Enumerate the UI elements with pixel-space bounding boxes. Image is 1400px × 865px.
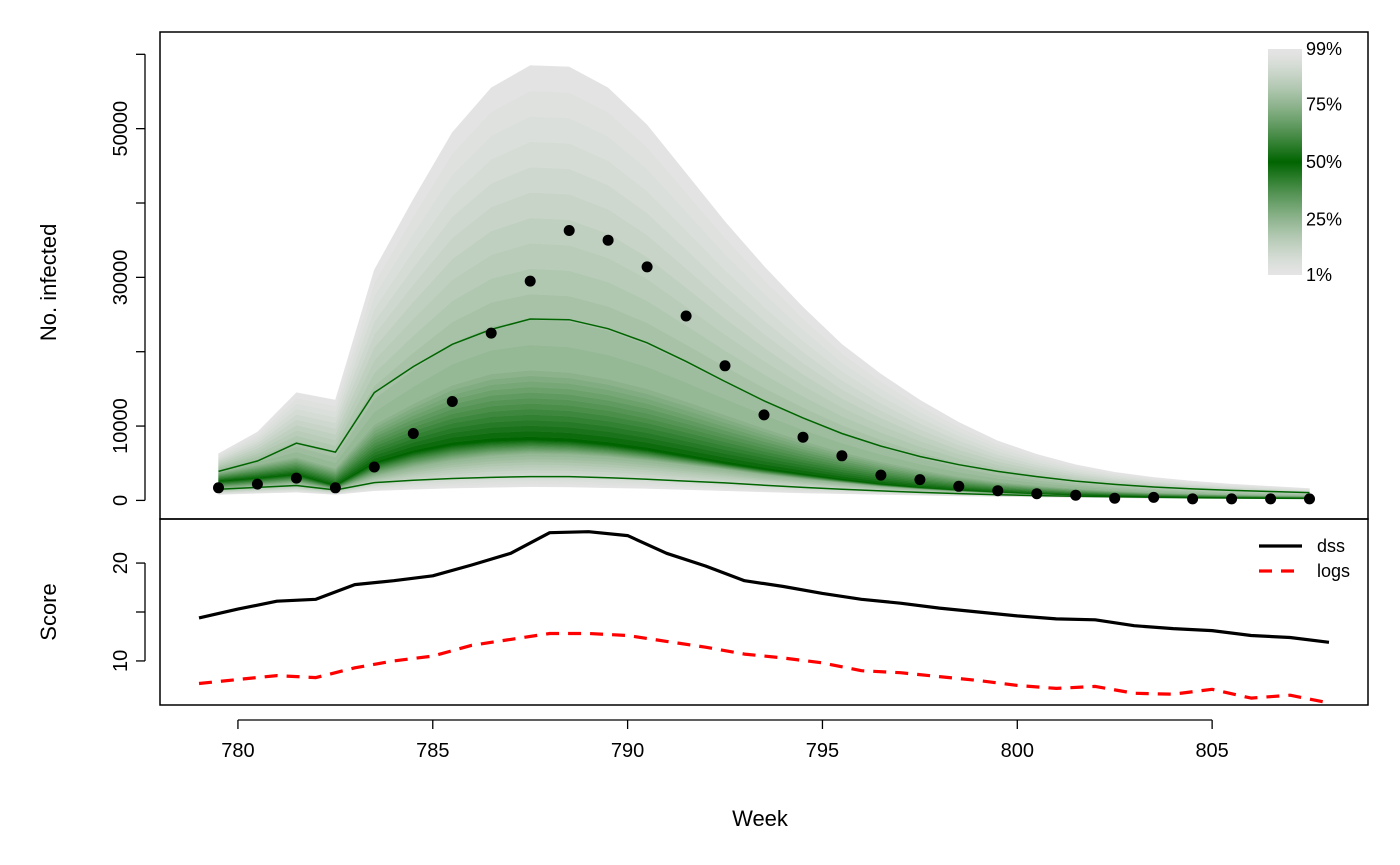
observed-point (329, 482, 341, 494)
x-tick-label: 805 (1195, 740, 1228, 762)
x-tick-label: 800 (1001, 740, 1034, 762)
observed-point (953, 480, 965, 492)
top-panel: 99% 75% 50% 25% 1% 0 10000 30000 50000 No. infe… (36, 31, 1369, 520)
y-tick-label: 0 (110, 495, 132, 506)
bottom-y-axis: 10 20 (110, 552, 146, 672)
observed-point (1187, 493, 1199, 505)
x-tick-label: 780 (221, 740, 254, 762)
colorbar-label: 25% (1306, 210, 1342, 230)
observed-point (1109, 492, 1121, 504)
legend-label-dss: dss (1317, 536, 1345, 556)
y-tick-label: 20 (110, 552, 132, 574)
series-line-logs (198, 631, 1330, 705)
colorbar (1268, 49, 1302, 275)
observed-point (1265, 493, 1277, 505)
observed-point (407, 428, 419, 439)
observed-point (1070, 489, 1082, 501)
observed-point (213, 482, 224, 494)
colorbar-label: 1% (1306, 265, 1332, 285)
observed-point (875, 469, 887, 481)
colorbar-label: 50% (1306, 152, 1342, 172)
interval-lines (218, 318, 1310, 500)
colorbar-label: 99% (1306, 39, 1342, 59)
colorbar-label: 75% (1306, 94, 1342, 114)
observed-points (213, 225, 1315, 505)
y-tick-label: 30000 (110, 250, 132, 306)
observed-point (719, 360, 731, 372)
observed-point (1148, 491, 1160, 503)
observed-point (797, 431, 809, 443)
observed-point (368, 461, 380, 473)
bottom-panel: dss logs 10 20 780 785 790 795 800 805 Score We… (36, 518, 1369, 831)
interval-line-upper (218, 318, 1310, 494)
observed-point (602, 234, 614, 246)
x-axis-title: Week (732, 806, 789, 831)
legend-label-logs: logs (1317, 561, 1350, 581)
observed-point (290, 472, 302, 484)
fan-area (218, 65, 1310, 500)
observed-point (524, 275, 536, 287)
y-tick-label: 10000 (110, 398, 132, 454)
score-lines (198, 530, 1330, 705)
colorbar-legend: 99% 75% 50% 25% 1% (1268, 39, 1342, 285)
observed-point (446, 396, 458, 407)
observed-point (251, 478, 263, 490)
score-legend: dss logs (1259, 536, 1350, 581)
observed-point (641, 261, 653, 273)
observed-point (1304, 493, 1315, 505)
bottom-y-axis-title: Score (36, 583, 61, 640)
fan-band (218, 65, 1310, 490)
x-tick-label: 785 (416, 740, 449, 762)
x-tick-label: 790 (611, 740, 644, 762)
series-line-dss (198, 530, 1330, 644)
observed-point (992, 485, 1004, 497)
observed-point (1226, 493, 1238, 505)
observed-point (563, 225, 575, 236)
y-tick-label: 50000 (110, 101, 132, 157)
observed-point (836, 450, 848, 462)
observed-point (680, 310, 692, 322)
y-tick-label: 10 (110, 650, 132, 672)
x-axis: 780 785 790 795 800 805 (221, 719, 1229, 762)
observed-point (758, 409, 770, 421)
observed-point (1031, 488, 1043, 500)
observed-point (914, 474, 926, 486)
interval-line-lower (218, 475, 1310, 500)
observed-point (485, 327, 497, 339)
top-y-axis-title: No. infected (36, 224, 61, 341)
x-tick-label: 795 (806, 740, 839, 762)
top-y-axis: 0 10000 30000 50000 (110, 53, 146, 506)
bottom-panel-frame (159, 518, 1369, 706)
